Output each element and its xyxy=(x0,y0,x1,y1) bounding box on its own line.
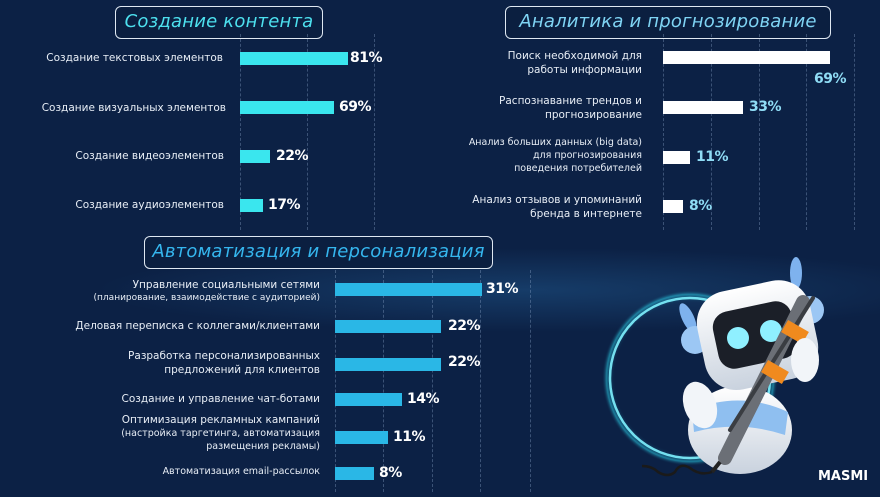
bar-label: Создание визуальных элементов xyxy=(41,102,226,114)
gridline xyxy=(240,34,241,230)
bar xyxy=(240,101,334,114)
bar-value: 14% xyxy=(407,391,440,407)
bar-label: Управление социальными сетями (планирован… xyxy=(93,279,320,303)
automation-section-title: Автоматизация и персонализация xyxy=(144,236,493,269)
analytics-section-title: Аналитика и прогнозирование xyxy=(505,6,831,39)
gridline xyxy=(711,34,712,230)
bar-label: Поиск необходимой для работы информации xyxy=(507,50,642,76)
bar-value: 69% xyxy=(339,99,372,115)
bar xyxy=(335,467,374,480)
bar xyxy=(663,101,743,114)
bar xyxy=(240,199,263,212)
masmi-logo: MASMI xyxy=(818,469,869,484)
bar-value: 11% xyxy=(696,149,729,165)
bar-value: 22% xyxy=(448,354,481,370)
bar-label: Анализ отзывов и упоминаний бренда в инте… xyxy=(472,194,642,220)
gridline xyxy=(530,270,531,492)
bar xyxy=(335,358,441,371)
bar-value: 81% xyxy=(350,50,383,66)
bar-label: Создание видеоэлементов xyxy=(75,150,224,162)
bar xyxy=(240,52,348,65)
bar-label: Распознавание трендов и прогнозирование xyxy=(499,95,642,121)
gridline xyxy=(307,34,308,230)
bar xyxy=(335,431,388,444)
bar-value: 33% xyxy=(749,99,782,115)
gridline xyxy=(663,34,664,230)
bar xyxy=(663,151,690,164)
bar xyxy=(663,200,683,213)
bar-value: 22% xyxy=(448,318,481,334)
bar-label: Деловая переписка с коллегами/клиентами xyxy=(75,320,320,332)
gridline xyxy=(432,270,433,492)
gridline xyxy=(480,270,481,492)
bar-value: 11% xyxy=(393,429,426,445)
bar-label: Автоматизация email-рассылок xyxy=(162,466,320,477)
robot-illustration xyxy=(602,257,824,477)
gridline xyxy=(335,270,336,492)
bar-value: 8% xyxy=(379,465,402,481)
gridline xyxy=(806,34,807,230)
bar-label: Разработка персонализированных предложени… xyxy=(128,350,320,376)
gridline xyxy=(374,34,375,230)
bar-label: Создание текстовых элементов xyxy=(46,52,223,64)
bar-label: Создание и управление чат-ботами xyxy=(121,393,320,405)
bar xyxy=(335,320,441,333)
bar-value: 8% xyxy=(689,198,712,214)
bar-label: Создание аудиоэлементов xyxy=(75,199,224,211)
bar-label: Анализ больших данных (big data) для прог… xyxy=(468,137,642,174)
gridline xyxy=(759,34,760,230)
gridline xyxy=(383,270,384,492)
bar xyxy=(240,150,270,163)
bar-value: 17% xyxy=(268,197,301,213)
bar-label: Оптимизация рекламных кампаний (настройка… xyxy=(121,414,320,452)
bar xyxy=(663,51,830,64)
gridline xyxy=(854,34,855,230)
content-section-title: Создание контента xyxy=(115,6,323,39)
bar-value: 69% xyxy=(814,71,847,87)
bar xyxy=(335,393,402,406)
bar-value: 31% xyxy=(486,281,519,297)
bar xyxy=(335,283,482,296)
bar-value: 22% xyxy=(276,148,309,164)
